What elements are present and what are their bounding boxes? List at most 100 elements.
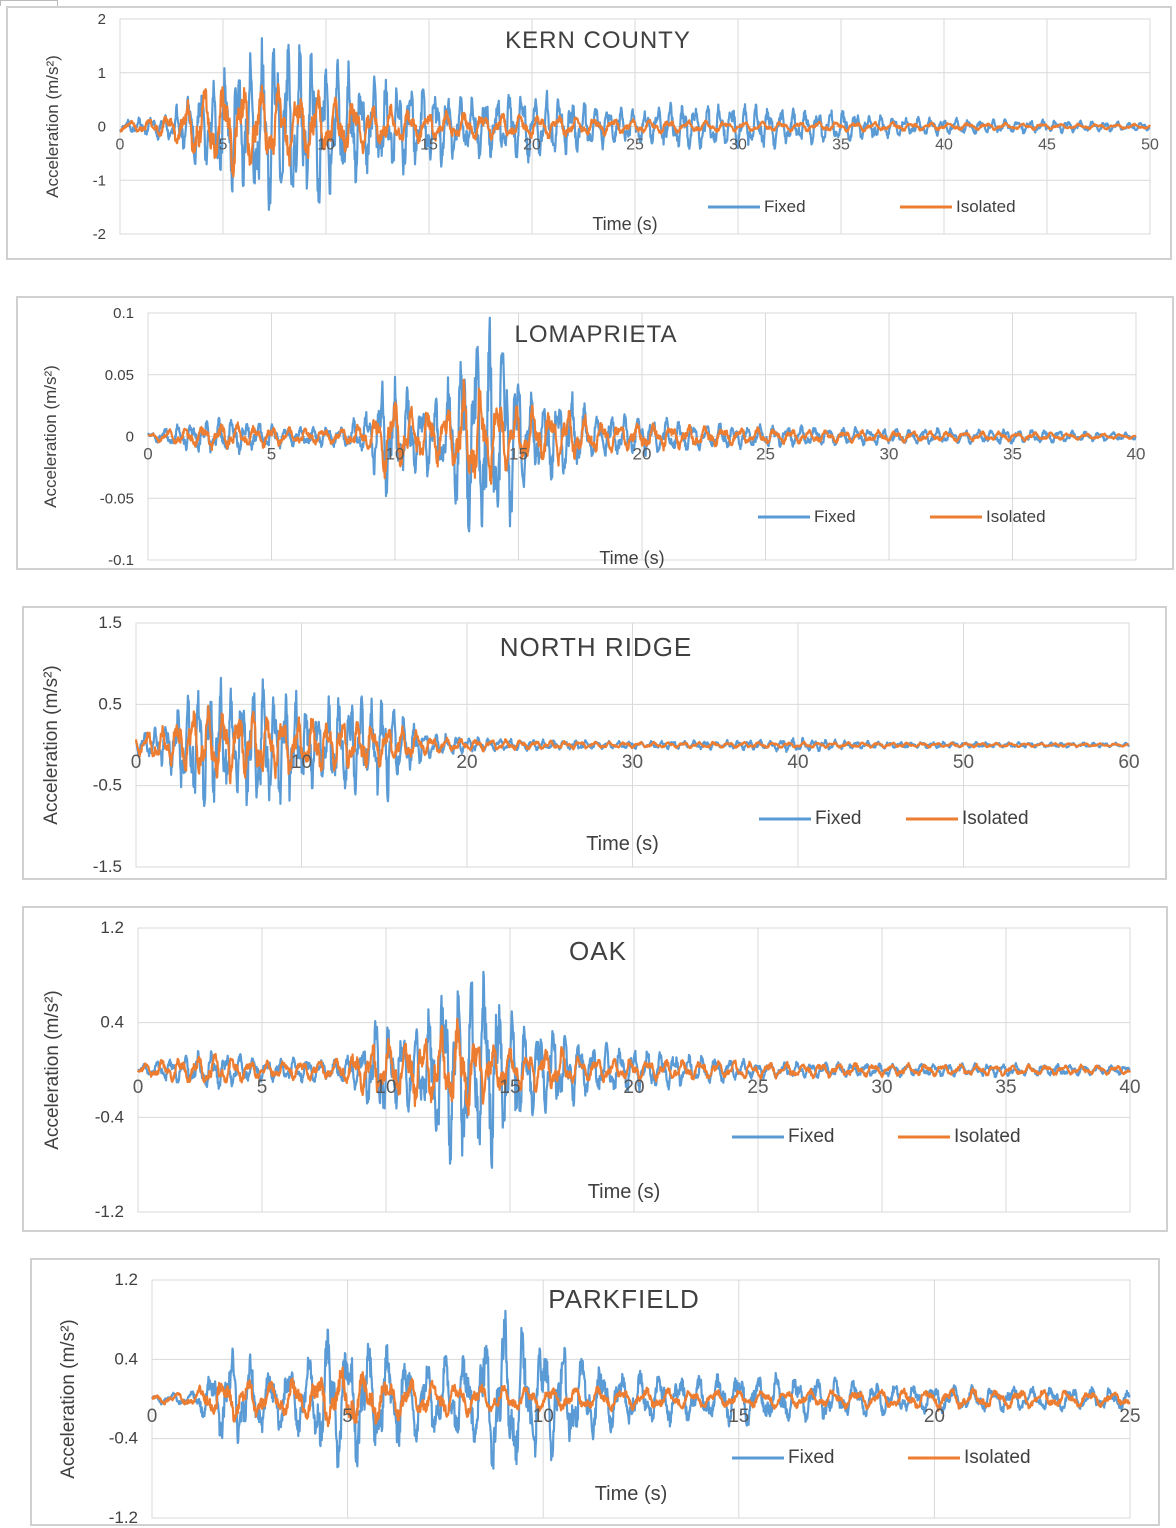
x-tick-label: 30 (729, 137, 747, 154)
y-tick-label: 0.05 (105, 367, 134, 384)
legend-label-fixed: Fixed (788, 1447, 834, 1468)
legend-label-isolated: Isolated (962, 808, 1029, 829)
y-axis-label: Acceleration (m/s²) (58, 1319, 79, 1478)
x-tick-label: 0 (116, 137, 125, 154)
y-axis-label: Acceleration (m/s²) (43, 55, 62, 198)
chart-panel-parkfield: 1.2 0.4 -0.4 -1.2 0 5 10 15 20 25 PARKFIELD Acceler… (30, 1258, 1160, 1527)
x-tick-label: 35 (1003, 445, 1022, 464)
y-tick-label: -1 (93, 172, 106, 189)
x-tick-label: 30 (880, 445, 899, 464)
x-tick-label: 5 (342, 1406, 353, 1427)
y-tick-label: -0.05 (100, 490, 134, 507)
x-tick-label: 25 (1119, 1406, 1140, 1427)
y-axis-label: Acceleration (m/s²) (41, 665, 62, 824)
y-axis-label: Acceleration (m/s²) (41, 365, 60, 508)
y-tick-label: 0.4 (100, 1013, 124, 1032)
y-tick-label: -1.2 (109, 1508, 138, 1527)
y-tick-label: 0.4 (114, 1349, 138, 1368)
y-tick-label: -0.5 (93, 776, 122, 795)
y-tick-label: -1.2 (95, 1202, 124, 1221)
x-tick-label: 50 (1141, 137, 1159, 154)
y-axis-label: Acceleration (m/s²) (42, 990, 63, 1149)
series-line-isolated (136, 1017, 1132, 1116)
chart-panel-kern-county: 2 1 0 -1 -2 0 5 10 15 20 25 30 35 40 45 50 KERN COUNTY Ac… (6, 6, 1172, 260)
x-tick-label: 40 (787, 752, 808, 773)
legend-label-fixed: Fixed (788, 1126, 834, 1147)
y-tick-label: 0.1 (113, 305, 134, 322)
y-tick-label: 1 (98, 65, 106, 82)
legend-label-fixed: Fixed (814, 507, 856, 526)
chart-panel-oak: 1.2 0.4 -0.4 -1.2 0 5 10 15 20 25 30 35 40 OAK Acceler… (22, 906, 1168, 1232)
x-tick-label: 15 (509, 445, 528, 464)
x-tick-label: 20 (633, 445, 652, 464)
y-tick-label: 0 (98, 119, 106, 136)
x-tick-label: 25 (756, 445, 775, 464)
chart-svg: 0.1 0.05 0 -0.05 -0.1 0 5 10 15 20 25 30 35 40 LOMAPRI… (41, 305, 1146, 569)
x-tick-label: 20 (623, 1077, 644, 1098)
x-tick-label: 10 (533, 1406, 554, 1427)
y-tick-label: -1.5 (93, 857, 122, 876)
legend-label-isolated: Isolated (986, 507, 1046, 526)
y-tick-label: -0.4 (95, 1107, 124, 1126)
x-tick-label: 35 (995, 1077, 1016, 1098)
legend-label-isolated: Isolated (954, 1126, 1021, 1147)
x-tick-label: 10 (386, 445, 405, 464)
x-tick-label: 10 (375, 1077, 396, 1098)
x-axis-label: Time (s) (586, 833, 659, 855)
x-tick-label: 5 (219, 137, 228, 154)
y-tick-label: 0.5 (98, 694, 122, 713)
x-tick-label: 50 (953, 752, 974, 773)
y-tick-label: 2 (98, 11, 106, 28)
legend-label-isolated: Isolated (964, 1447, 1031, 1468)
series-line-isolated (119, 82, 1152, 178)
x-tick-label: 15 (499, 1077, 520, 1098)
series-line-isolated (147, 378, 1137, 485)
x-tick-label: 0 (143, 445, 152, 464)
y-tick-label: 1.2 (114, 1270, 138, 1289)
chart-title: NORTH RIDGE (500, 632, 693, 662)
x-tick-label: 15 (728, 1406, 749, 1427)
x-tick-label: 10 (291, 752, 312, 773)
x-axis-label: Time (s) (588, 1181, 661, 1203)
y-tick-label: -0.1 (108, 552, 134, 569)
x-axis-label: Time (s) (595, 1483, 668, 1505)
legend-label-fixed: Fixed (815, 808, 861, 829)
x-tick-label: 0 (131, 752, 142, 773)
x-tick-label: 20 (924, 1406, 945, 1427)
x-tick-label: 60 (1118, 752, 1139, 773)
series-line-fixed (146, 316, 1137, 533)
x-tick-label: 0 (133, 1077, 144, 1098)
chart-title: OAK (569, 936, 627, 966)
x-tick-label: 25 (747, 1077, 768, 1098)
chart-svg: 1.2 0.4 -0.4 -1.2 0 5 10 15 20 25 30 35 40 OAK Acceler… (42, 918, 1141, 1221)
y-tick-label: 1.2 (100, 918, 124, 937)
x-tick-label: 40 (1127, 445, 1146, 464)
x-tick-label: 0 (147, 1406, 158, 1427)
x-axis-label: Time (s) (592, 214, 657, 234)
chart-panel-lomaprieta: 0.1 0.05 0 -0.05 -0.1 0 5 10 15 20 25 30 35 40 LOMAPRI… (16, 296, 1174, 570)
y-tick-label: 1.5 (98, 613, 122, 632)
series-line-isolated (134, 704, 1130, 785)
series-line-isolated (151, 1366, 1131, 1428)
x-tick-label: 15 (420, 137, 438, 154)
x-tick-label: 25 (626, 137, 644, 154)
x-tick-label: 35 (832, 137, 850, 154)
x-tick-label: 10 (317, 137, 335, 154)
x-axis-label: Time (s) (599, 548, 664, 568)
top-left-corner-frame (0, 0, 58, 6)
x-tick-label: 5 (257, 1077, 268, 1098)
chart-title: PARKFIELD (548, 1284, 700, 1314)
chart-svg: 1.5 0.5 -0.5 -1.5 0 10 20 30 40 50 60 NORTH RIDGE Ac… (41, 613, 1140, 876)
chart-title: KERN COUNTY (505, 27, 691, 54)
chart-panel-north-ridge: 1.5 0.5 -0.5 -1.5 0 10 20 30 40 50 60 NORTH RIDGE Ac… (22, 606, 1167, 880)
x-tick-label: 30 (622, 752, 643, 773)
series-line-fixed (150, 1309, 1131, 1470)
x-tick-label: 45 (1038, 137, 1056, 154)
y-tick-label: 0 (126, 429, 134, 446)
x-tick-label: 30 (871, 1077, 892, 1098)
x-tick-label: 5 (267, 445, 276, 464)
legend-label-fixed: Fixed (764, 197, 806, 216)
legend-label-isolated: Isolated (956, 197, 1016, 216)
chart-svg: 1.2 0.4 -0.4 -1.2 0 5 10 15 20 25 PARKFIELD Acceler… (58, 1270, 1141, 1527)
